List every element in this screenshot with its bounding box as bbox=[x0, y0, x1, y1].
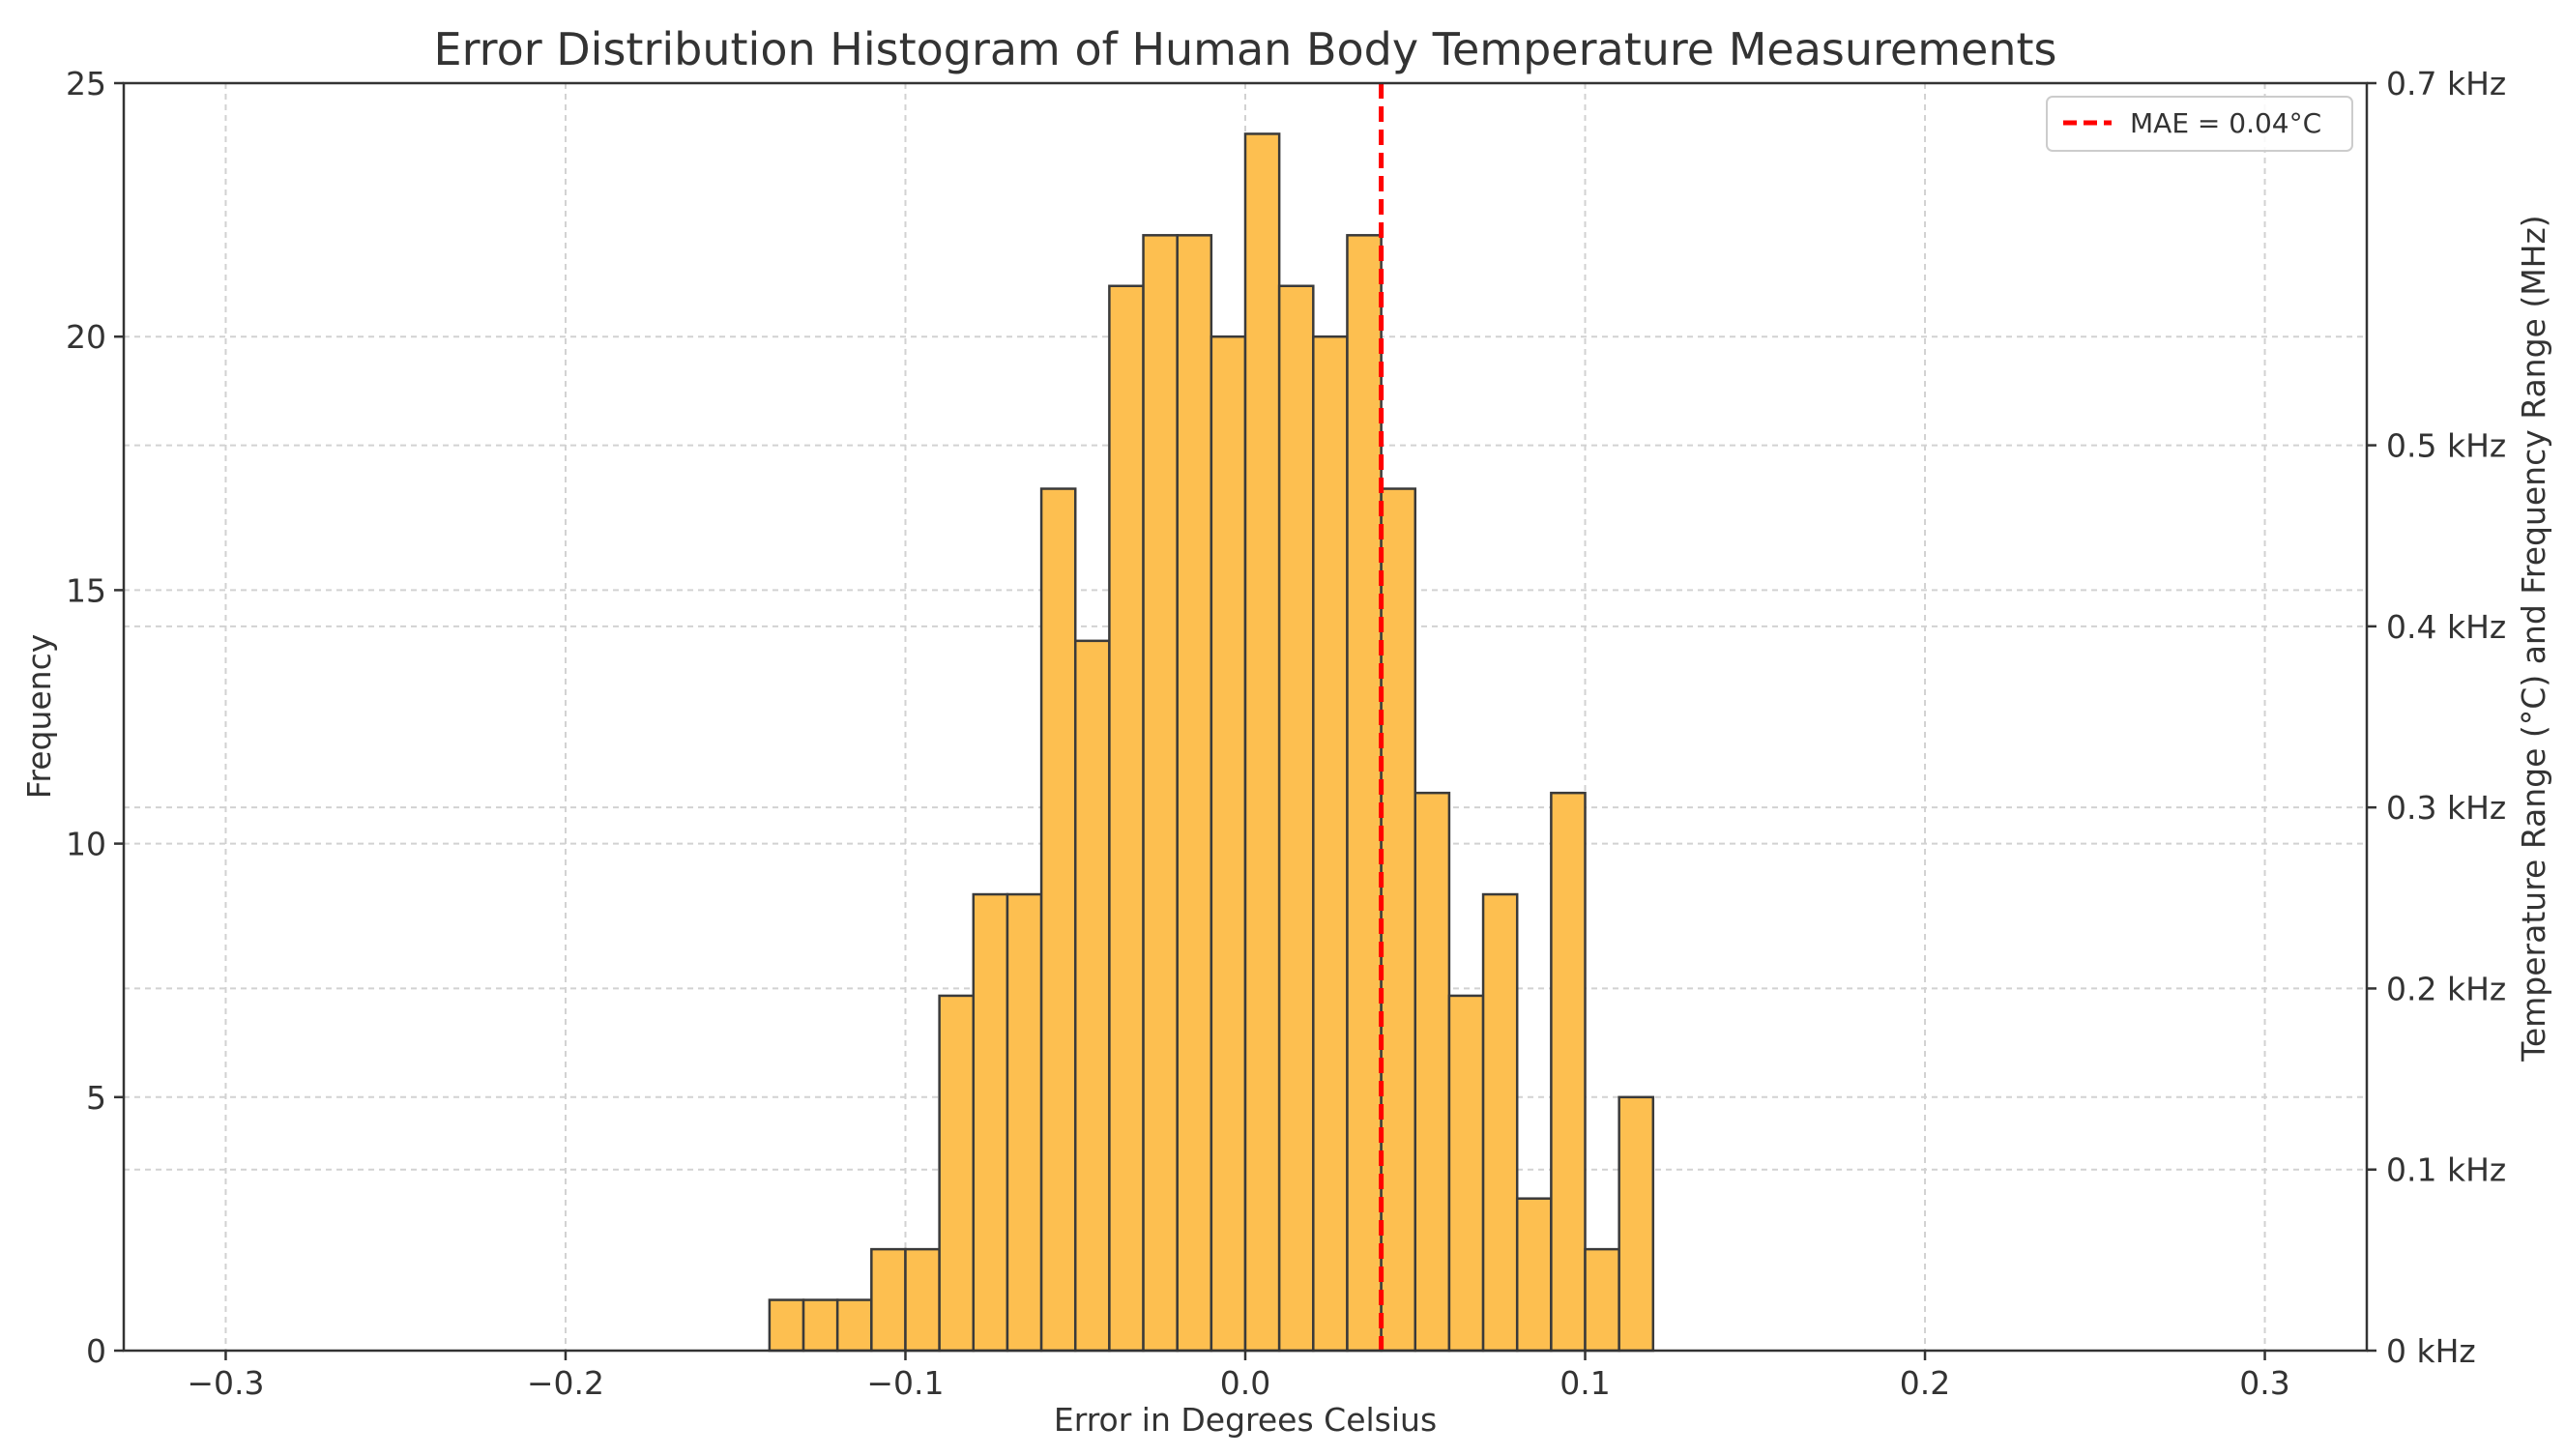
x-tick-label: 0.3 bbox=[2239, 1364, 2289, 1402]
y2-tick-label: 0.7 kHz bbox=[2386, 65, 2506, 102]
histogram-bar bbox=[1277, 284, 1315, 1353]
histogram-bar bbox=[1142, 234, 1179, 1353]
y2-tick-label: 0.5 kHz bbox=[2386, 427, 2506, 465]
chart-title: Error Distribution Histogram of Human Bo… bbox=[434, 23, 2057, 75]
histogram-bar bbox=[1210, 335, 1247, 1353]
y-axis-ticks: 0 5 10 15 20 25 bbox=[66, 65, 124, 1370]
histogram-bar bbox=[1073, 639, 1111, 1353]
y-tick-label: 20 bbox=[66, 318, 106, 356]
histogram-bar bbox=[1108, 284, 1145, 1353]
x-tick-label: −0.1 bbox=[866, 1364, 944, 1402]
histogram-bar bbox=[1481, 892, 1519, 1353]
histogram-bar bbox=[938, 994, 976, 1353]
histogram-bar bbox=[972, 892, 1009, 1353]
histogram-bar bbox=[1618, 1095, 1655, 1353]
histogram-bar bbox=[1550, 791, 1587, 1353]
x-tick-label: −0.2 bbox=[527, 1364, 604, 1402]
histogram-bar bbox=[1312, 335, 1349, 1353]
y-tick-label: 5 bbox=[86, 1079, 106, 1117]
histogram-bar bbox=[1584, 1247, 1620, 1353]
x-tick-label: 0.1 bbox=[1559, 1364, 1610, 1402]
y2-tick-label: 0.3 kHz bbox=[2386, 789, 2506, 827]
y2-axis-label: Temperature Range (°C) and Frequency Ran… bbox=[2515, 215, 2552, 1062]
histogram-bar bbox=[1243, 132, 1281, 1353]
x-axis-label: Error in Degrees Celsius bbox=[1054, 1401, 1437, 1439]
legend: MAE = 0.04°C bbox=[2046, 96, 2353, 152]
histogram-bar bbox=[1380, 487, 1417, 1353]
y2-axis-ticks: 0 kHz 0.1 kHz 0.2 kHz 0.3 kHz 0.4 kHz 0.5 kHz… bbox=[2367, 65, 2506, 1370]
histogram-bar bbox=[904, 1247, 941, 1353]
y-tick-label: 0 bbox=[86, 1332, 106, 1370]
x-tick-label: 0.2 bbox=[1900, 1364, 1950, 1402]
histogram-bar bbox=[1515, 1197, 1553, 1353]
legend-mae-label: MAE = 0.04°C bbox=[2130, 107, 2321, 139]
x-tick-label: −0.3 bbox=[187, 1364, 264, 1402]
y2-tick-label: 0 kHz bbox=[2386, 1332, 2476, 1370]
histogram-bar bbox=[1414, 791, 1451, 1353]
histogram-bar bbox=[1346, 234, 1383, 1353]
histogram-bars bbox=[768, 132, 1655, 1353]
y-tick-label: 15 bbox=[66, 571, 106, 609]
histogram-bar bbox=[1176, 234, 1213, 1353]
histogram-bar bbox=[768, 1298, 805, 1353]
x-tick-label: 0.0 bbox=[1220, 1364, 1270, 1402]
y2-tick-label: 0.1 kHz bbox=[2386, 1151, 2506, 1189]
y2-tick-label: 0.4 kHz bbox=[2386, 608, 2506, 646]
histogram-bar bbox=[835, 1298, 873, 1353]
legend-box bbox=[2046, 96, 2353, 152]
y-axis-label: Frequency bbox=[20, 634, 58, 799]
histogram-bar bbox=[1447, 994, 1485, 1353]
histogram-bar bbox=[1006, 892, 1043, 1353]
y2-tick-label: 0.2 kHz bbox=[2386, 970, 2506, 1007]
y-tick-label: 10 bbox=[66, 826, 106, 863]
histogram-bar bbox=[802, 1298, 839, 1353]
x-axis-ticks: −0.3 −0.2 −0.1 0.0 0.1 0.2 0.3 bbox=[187, 1351, 2290, 1402]
histogram-bar bbox=[1039, 487, 1077, 1353]
histogram-bar bbox=[870, 1247, 907, 1353]
y-tick-label: 25 bbox=[66, 65, 106, 102]
